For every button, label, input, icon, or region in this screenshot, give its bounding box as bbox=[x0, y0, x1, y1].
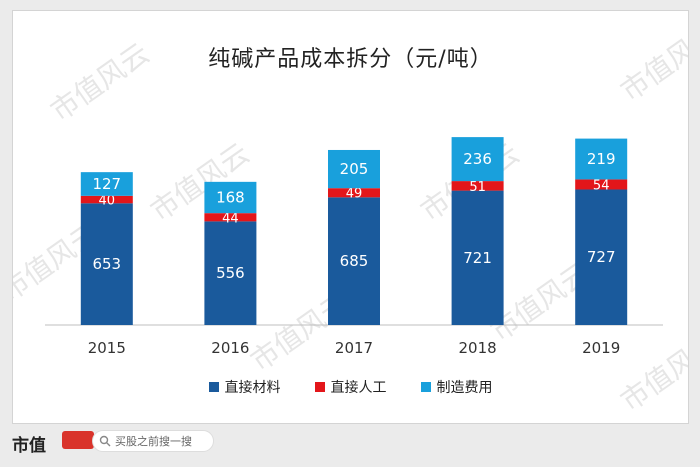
legend-item: 直接材料 bbox=[208, 377, 281, 397]
chart-card: 市值风云 市值风云 市值风云 市值风云 市值风云 市值风云 市值风云 市值风云 … bbox=[12, 10, 689, 424]
data-label: 127 bbox=[92, 175, 121, 193]
search-placeholder: 买股之前搜一搜 bbox=[115, 435, 192, 448]
legend-item: 制造费用 bbox=[420, 377, 493, 397]
bar-segment bbox=[328, 149, 380, 189]
legend-label: 制造费用 bbox=[436, 380, 493, 396]
legend-swatch bbox=[314, 382, 325, 392]
bar-segment bbox=[328, 188, 380, 198]
bar-segment bbox=[575, 179, 628, 190]
data-label: 49 bbox=[346, 187, 363, 202]
bar-segment bbox=[204, 213, 257, 222]
x-tick-label: 2015 bbox=[88, 339, 126, 357]
legend-item: 直接人工 bbox=[314, 377, 387, 397]
x-tick-label: 2017 bbox=[335, 339, 373, 357]
bar-segment bbox=[80, 195, 133, 204]
data-label: 685 bbox=[340, 252, 369, 270]
bar-segment bbox=[575, 189, 628, 325]
bar-segment bbox=[204, 221, 257, 325]
brand-name: 市值 bbox=[12, 436, 46, 456]
data-label: 721 bbox=[463, 249, 492, 267]
legend-swatch bbox=[420, 382, 431, 392]
data-label: 40 bbox=[99, 194, 116, 209]
bar-segment bbox=[204, 181, 257, 214]
bar-segment bbox=[451, 181, 504, 191]
bar-segment bbox=[575, 138, 628, 180]
x-tick-label: 2016 bbox=[211, 339, 249, 357]
bar-segment bbox=[80, 172, 133, 196]
data-label: 653 bbox=[92, 255, 121, 273]
data-label: 556 bbox=[216, 264, 245, 282]
legend-label: 直接人工 bbox=[330, 380, 387, 396]
search-box[interactable]: 买股之前搜一搜 bbox=[92, 430, 214, 452]
data-label: 168 bbox=[216, 189, 245, 207]
bar-segment bbox=[451, 137, 504, 182]
bar-segment bbox=[80, 203, 133, 325]
data-label: 44 bbox=[222, 211, 239, 226]
data-label: 236 bbox=[463, 150, 492, 168]
search-icon bbox=[99, 435, 111, 447]
bar-segment bbox=[451, 190, 504, 325]
legend-label: 直接材料 bbox=[224, 380, 281, 396]
data-label: 51 bbox=[469, 180, 486, 195]
x-tick-label: 2018 bbox=[459, 339, 497, 357]
legend-swatch bbox=[208, 382, 219, 392]
bar-segment bbox=[328, 197, 380, 325]
footer-bar: 市值 买股之前搜一搜 bbox=[0, 424, 700, 467]
chart-legend: 直接材料 直接人工 制造费用 bbox=[13, 377, 688, 397]
data-label: 205 bbox=[340, 160, 369, 178]
chart-title: 纯碱产品成本拆分（元/吨） bbox=[208, 47, 493, 72]
fengyun-logo-icon bbox=[62, 431, 94, 449]
data-label: 54 bbox=[593, 178, 610, 193]
x-tick-label: 2019 bbox=[582, 339, 620, 357]
data-label: 219 bbox=[587, 150, 616, 168]
data-label: 727 bbox=[587, 248, 616, 266]
